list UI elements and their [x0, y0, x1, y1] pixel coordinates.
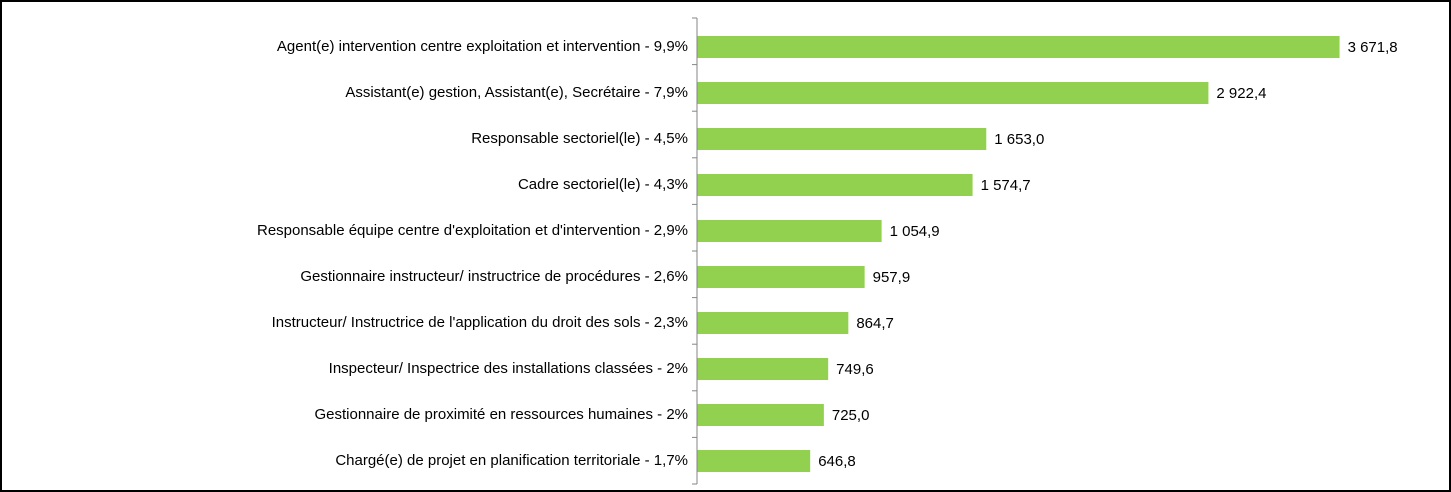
value-label: 864,7	[856, 315, 894, 332]
value-label: 1 653,0	[994, 131, 1044, 148]
bar	[697, 404, 824, 426]
bar	[697, 266, 865, 288]
value-label: 1 054,9	[890, 223, 940, 240]
bar	[697, 36, 1340, 58]
category-label: Responsable sectoriel(le) - 4,5%	[471, 130, 688, 147]
value-label: 3 671,8	[1348, 39, 1398, 56]
bar	[697, 174, 973, 196]
value-label: 646,8	[818, 453, 856, 470]
bar	[697, 82, 1209, 104]
value-label: 957,9	[873, 269, 911, 286]
value-label: 749,6	[836, 361, 874, 378]
value-label: 1 574,7	[981, 177, 1031, 194]
value-label: 2 922,4	[1216, 85, 1266, 102]
value-label: 725,0	[832, 407, 870, 424]
category-label: Agent(e) intervention centre exploitatio…	[277, 38, 688, 55]
category-label: Chargé(e) de projet en planification ter…	[335, 452, 688, 469]
category-label: Gestionnaire de proximité en ressources …	[314, 406, 688, 423]
bar	[697, 220, 882, 242]
category-label: Cadre sectoriel(le) - 4,3%	[518, 176, 688, 193]
category-label: Responsable équipe centre d'exploitation…	[257, 222, 688, 239]
category-label: Instructeur/ Instructrice de l'applicati…	[272, 314, 688, 331]
category-label: Inspecteur/ Inspectrice des installation…	[329, 360, 688, 377]
bar	[697, 128, 987, 150]
category-label: Gestionnaire instructeur/ instructrice d…	[300, 268, 688, 285]
bar	[697, 358, 829, 380]
bar	[697, 312, 849, 334]
category-label: Assistant(e) gestion, Assistant(e), Secr…	[345, 84, 688, 101]
bar	[697, 450, 811, 472]
